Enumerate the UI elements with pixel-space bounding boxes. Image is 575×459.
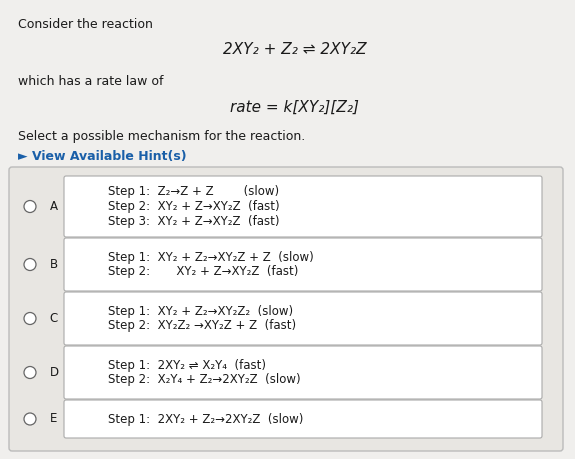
Text: Step 1:  Z₂→Z + Z        (slow): Step 1: Z₂→Z + Z (slow)	[108, 185, 279, 198]
Text: rate = k[XY₂][Z₂]: rate = k[XY₂][Z₂]	[231, 100, 359, 115]
Text: B: B	[50, 258, 58, 271]
Text: Step 1:  XY₂ + Z₂→XY₂Z + Z  (slow): Step 1: XY₂ + Z₂→XY₂Z + Z (slow)	[108, 251, 314, 263]
FancyBboxPatch shape	[64, 238, 542, 291]
FancyBboxPatch shape	[64, 292, 542, 345]
Text: Step 2:  XY₂ + Z→XY₂Z  (fast): Step 2: XY₂ + Z→XY₂Z (fast)	[108, 200, 279, 213]
Circle shape	[24, 366, 36, 379]
Text: Consider the reaction: Consider the reaction	[18, 18, 153, 31]
Text: Step 1:  2XY₂ ⇌ X₂Y₄  (fast): Step 1: 2XY₂ ⇌ X₂Y₄ (fast)	[108, 358, 266, 371]
Text: C: C	[50, 312, 58, 325]
Text: Select a possible mechanism for the reaction.: Select a possible mechanism for the reac…	[18, 130, 305, 143]
Text: Step 1:  XY₂ + Z₂→XY₂Z₂  (slow): Step 1: XY₂ + Z₂→XY₂Z₂ (slow)	[108, 304, 293, 318]
Text: A: A	[50, 200, 58, 213]
Text: 2XY₂ + Z₂ ⇌ 2XY₂Z: 2XY₂ + Z₂ ⇌ 2XY₂Z	[223, 42, 367, 57]
Circle shape	[24, 413, 36, 425]
FancyBboxPatch shape	[64, 176, 542, 237]
FancyBboxPatch shape	[9, 167, 563, 451]
Text: which has a rate law of: which has a rate law of	[18, 75, 163, 88]
Text: E: E	[51, 413, 58, 425]
Text: Step 2:  XY₂Z₂ →XY₂Z + Z  (fast): Step 2: XY₂Z₂ →XY₂Z + Z (fast)	[108, 319, 296, 332]
Text: Step 1:  2XY₂ + Z₂→2XY₂Z  (slow): Step 1: 2XY₂ + Z₂→2XY₂Z (slow)	[108, 413, 304, 425]
Text: Step 2:  X₂Y₄ + Z₂→2XY₂Z  (slow): Step 2: X₂Y₄ + Z₂→2XY₂Z (slow)	[108, 374, 301, 386]
FancyBboxPatch shape	[64, 400, 542, 438]
Circle shape	[24, 201, 36, 213]
Circle shape	[24, 313, 36, 325]
FancyBboxPatch shape	[64, 346, 542, 399]
Text: Step 3:  XY₂ + Z→XY₂Z  (fast): Step 3: XY₂ + Z→XY₂Z (fast)	[108, 215, 279, 228]
Text: ► View Available Hint(s): ► View Available Hint(s)	[18, 150, 187, 163]
Circle shape	[24, 258, 36, 270]
Text: D: D	[49, 366, 59, 379]
Text: Step 2:       XY₂ + Z→XY₂Z  (fast): Step 2: XY₂ + Z→XY₂Z (fast)	[108, 265, 298, 279]
